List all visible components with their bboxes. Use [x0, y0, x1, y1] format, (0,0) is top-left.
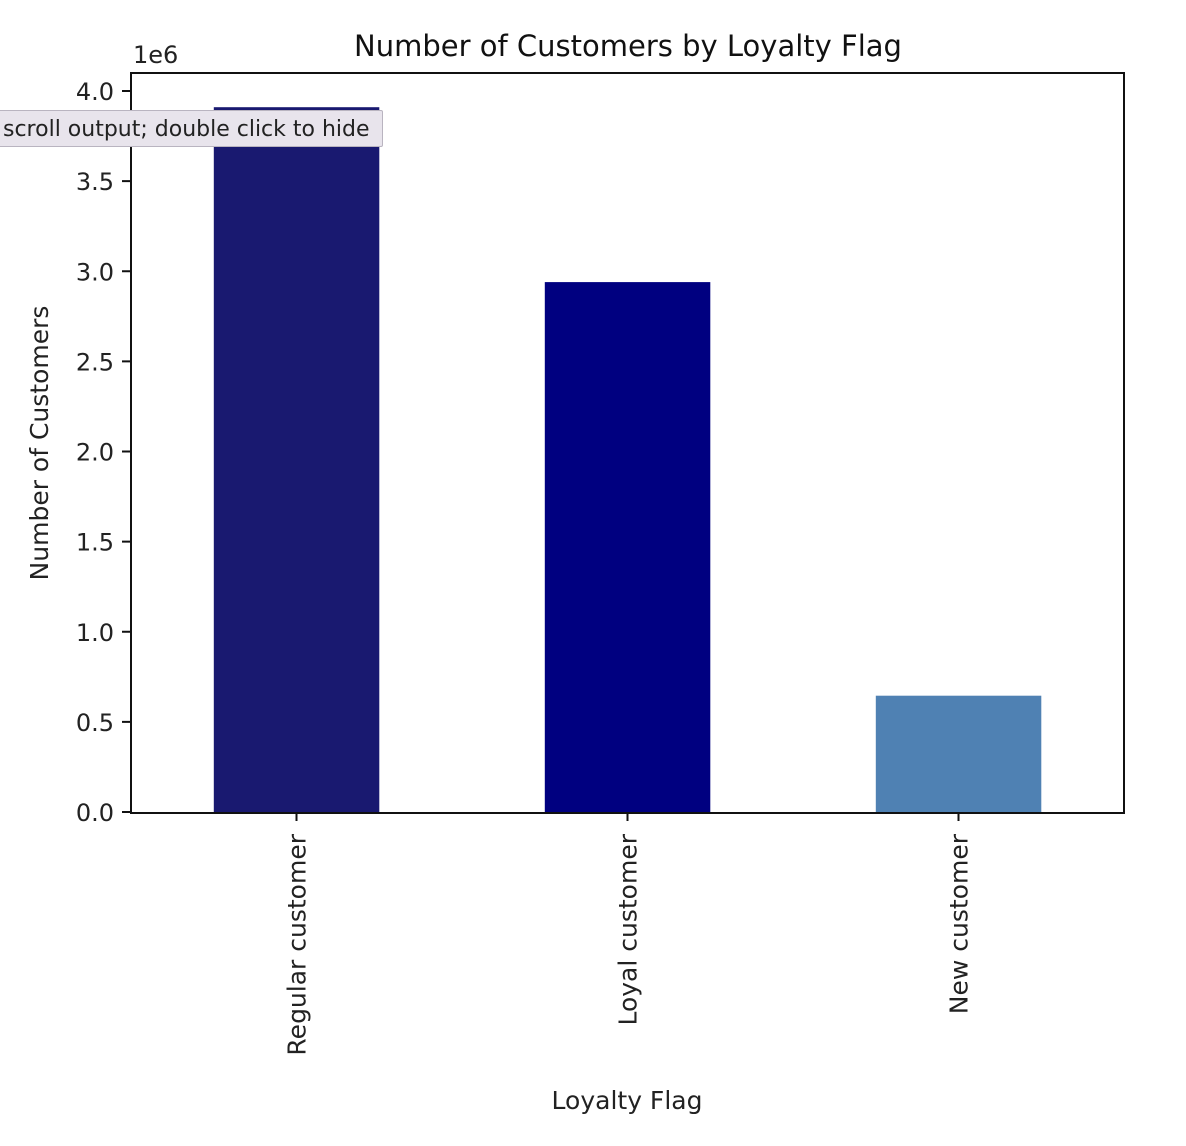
y-axis-ticks: 0.0 0.5 1.0 1.5 2.0 2.5 3.0 3.5 4.0: [76, 78, 131, 827]
y-tick-label: 1.0: [76, 619, 114, 647]
x-tick-label: New customer: [945, 833, 974, 1014]
y-axis-label: Number of Customers: [25, 306, 54, 581]
x-axis-ticks: Regular customer Loyal customer New custom…: [283, 812, 974, 1056]
y-tick-label: 0.5: [76, 709, 114, 737]
y-tick-label: 2.0: [76, 439, 114, 467]
bar-regular-customer: [213, 107, 380, 812]
y-axis-offset-label: 1e6: [133, 41, 178, 69]
y-tick-label: 0.0: [76, 799, 114, 827]
chart-title: Number of Customers by Loyalty Flag: [354, 29, 902, 63]
x-axis-label: Loyalty Flag: [552, 1086, 703, 1115]
x-tick-label: Regular customer: [283, 833, 312, 1055]
y-tick-label: 3.0: [76, 258, 114, 286]
y-tick-label: 3.5: [76, 168, 114, 196]
bar-loyal-customer: [544, 282, 711, 813]
x-tick-label: Loyal customer: [614, 833, 643, 1025]
y-tick-label: 2.5: [76, 348, 114, 376]
bar-new-customer: [875, 695, 1042, 812]
output-scroll-tooltip[interactable]: scroll output; double click to hide: [0, 110, 383, 147]
y-tick-label: 4.0: [76, 78, 114, 106]
y-tick-label: 1.5: [76, 529, 114, 557]
bars-group: [213, 107, 1042, 813]
